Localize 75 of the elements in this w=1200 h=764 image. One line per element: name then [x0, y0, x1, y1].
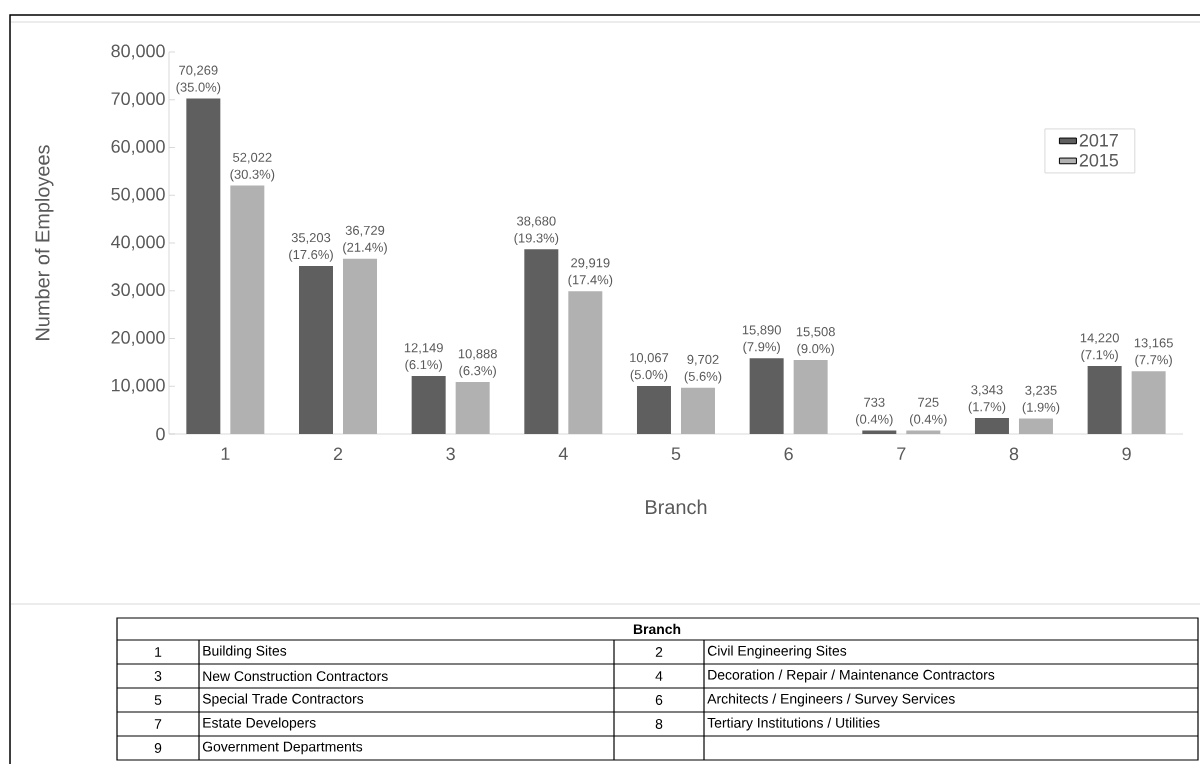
x-axis-title: Branch	[646, 499, 707, 515]
data-label: 13,165 (7.7%)	[1134, 338, 1173, 367]
data-label: 14,220 (7.1%)	[1080, 333, 1119, 362]
y-tick-label: 50,000	[111, 187, 165, 203]
data-label: 725 (0.4%)	[910, 397, 947, 427]
text: Building Sites	[203, 645, 287, 659]
text: 1	[155, 647, 162, 657]
data-label: 52,022 (30.3%)	[230, 152, 275, 182]
y-tick-label: 20,000	[111, 331, 165, 346]
text: Branch	[633, 623, 681, 635]
bar	[793, 359, 828, 434]
data-label: 29,919 (17.4%)	[568, 258, 613, 287]
x-tick-label: 5	[671, 447, 681, 461]
text: Government Departments	[202, 741, 363, 755]
data-label: 36,729 (21.4%)	[343, 225, 387, 255]
data-label: 9,702 (5.6%)	[684, 354, 722, 384]
text: 7	[154, 719, 162, 729]
text: Estate Developers	[203, 717, 316, 731]
bar	[343, 258, 377, 434]
x-tick-label: 3	[446, 447, 455, 461]
bar	[299, 265, 333, 434]
y-tick-label: 70,000	[111, 92, 165, 108]
data-label: 35,203 (17.6%)	[289, 233, 333, 262]
text: Tertiary Institutions / Utilities	[707, 717, 880, 731]
bar	[455, 382, 490, 434]
bar	[749, 358, 784, 434]
y-tick-label: 0	[156, 427, 165, 441]
data-label: 15,890 (7.9%)	[742, 325, 781, 354]
data-label: 70,269 (35.0%)	[176, 65, 221, 95]
y-tick-label: 40,000	[111, 235, 165, 251]
legend-label: 2017	[1079, 133, 1118, 147]
text: 9	[154, 743, 162, 753]
bar	[974, 418, 1009, 434]
data-label: 3,235 (1.9%)	[1022, 385, 1060, 415]
text: Civil Engineering Sites	[707, 645, 847, 659]
bar	[636, 385, 671, 434]
bar	[524, 249, 559, 434]
x-tick-label: 8	[1009, 447, 1019, 461]
data-label: 733 (0.4%)	[856, 397, 893, 427]
text: Decoration / Repair / Maintenance Contractors	[708, 669, 995, 683]
legend-label: 2015	[1079, 153, 1119, 167]
bar	[411, 375, 446, 434]
x-tick-label: 6	[784, 447, 793, 461]
data-label: 10,888 (6.3%)	[458, 349, 497, 378]
bar	[230, 185, 265, 434]
x-tick-label: 7	[897, 447, 906, 460]
text: 3	[154, 671, 162, 681]
text: New Construction Contractors	[203, 670, 388, 682]
bar	[1087, 366, 1122, 434]
bar	[1018, 418, 1053, 434]
y-tick-label: 30,000	[111, 283, 165, 299]
data-label: 15,508 (9.0%)	[796, 327, 835, 356]
bar	[568, 291, 603, 434]
text: 2	[655, 647, 663, 657]
text: 6	[655, 695, 663, 705]
text: Architects / Engineers / Survey Services	[707, 693, 955, 707]
bar	[1131, 371, 1166, 434]
text: 8	[655, 719, 663, 729]
data-label: 12,149 (6.1%)	[404, 343, 443, 372]
y-tick-label: 80,000	[111, 44, 165, 60]
bar	[680, 387, 715, 434]
data-label: 10,067 (5.0%)	[630, 353, 669, 382]
y-tick-label: 10,000	[112, 378, 165, 394]
x-tick-label: 9	[1122, 447, 1131, 461]
x-tick-label: 4	[558, 447, 568, 460]
y-tick-label: 60,000	[111, 140, 165, 155]
text: Special Trade Contractors	[202, 693, 364, 707]
x-tick-label: 2	[333, 447, 343, 461]
data-label: 3,343 (1.7%)	[968, 385, 1006, 414]
y-axis-title: Number of Employees	[34, 145, 54, 340]
x-tick-label: 1	[221, 447, 230, 460]
text: 5	[154, 695, 162, 705]
data-label: 38,680 (19.3%)	[514, 216, 559, 246]
bar	[186, 98, 221, 434]
text: 4	[655, 671, 663, 681]
